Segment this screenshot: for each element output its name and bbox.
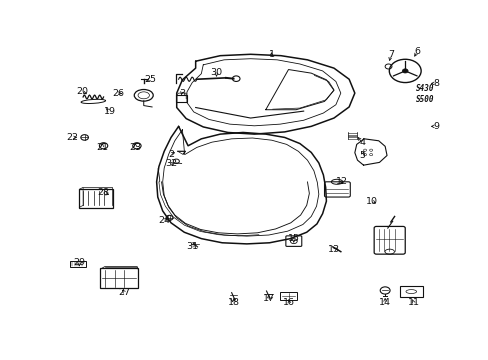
Text: 4: 4 [359,139,365,148]
Text: 20: 20 [76,87,88,96]
Text: 26: 26 [113,89,124,98]
Text: 15: 15 [287,234,299,243]
Text: 31: 31 [185,242,198,251]
Text: 14: 14 [378,298,390,307]
Text: 1: 1 [268,50,274,59]
Text: 21: 21 [96,143,108,152]
Text: 7: 7 [387,50,393,59]
Text: 24: 24 [158,216,170,225]
Text: 23: 23 [129,143,141,152]
Text: 32: 32 [164,159,177,168]
Text: 13: 13 [327,245,339,254]
Text: 5: 5 [359,151,365,160]
Text: 11: 11 [407,298,419,307]
Text: 16: 16 [283,298,295,307]
Text: 30: 30 [210,68,222,77]
Text: 10: 10 [365,197,377,206]
Text: 19: 19 [103,107,115,116]
Text: 28: 28 [98,188,109,197]
Text: 8: 8 [432,79,438,88]
Text: S500: S500 [415,95,433,104]
Text: 9: 9 [432,122,438,131]
Text: 12: 12 [335,177,347,186]
Text: 17: 17 [262,294,274,303]
Text: 2: 2 [168,150,174,158]
Text: 18: 18 [227,298,240,307]
Text: 29: 29 [73,258,85,267]
Text: 3: 3 [179,89,185,98]
Text: S430: S430 [415,85,433,94]
Text: 25: 25 [144,75,156,84]
Circle shape [402,69,407,73]
Text: 27: 27 [119,288,130,297]
Text: 6: 6 [413,47,420,56]
Text: 22: 22 [66,133,79,142]
